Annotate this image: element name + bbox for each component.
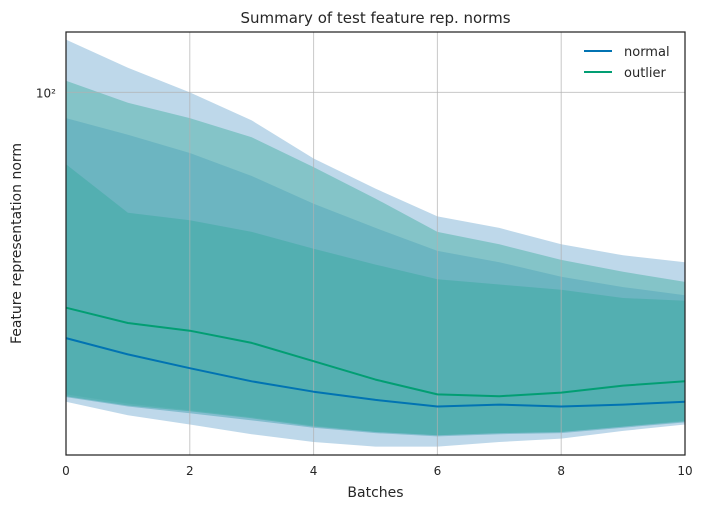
x-tick-label: 4 — [310, 464, 318, 478]
plot-area — [65, 31, 686, 456]
x-tick-label: 8 — [557, 464, 565, 478]
series-line-outlier — [65, 306, 686, 398]
x-axis-ticks: 0 2 4 6 8 10 — [62, 464, 692, 478]
grid — [66, 32, 685, 455]
x-axis-label: Batches — [347, 485, 403, 501]
plot-frame — [65, 31, 686, 456]
legend-label-outlier: outlier — [624, 66, 667, 81]
series-line-normal — [65, 337, 686, 408]
series-lines — [65, 306, 686, 408]
y-axis-ticks: 10² — [36, 86, 56, 100]
x-tick-label: 2 — [186, 464, 194, 478]
legend-label-normal: normal — [624, 45, 670, 60]
x-tick-label: 0 — [62, 464, 70, 478]
y-tick-label: 10² — [36, 86, 56, 100]
x-tick-label: 6 — [434, 464, 442, 478]
x-tick-label: 10 — [677, 464, 692, 478]
chart-title: Summary of test feature rep. norms — [240, 9, 510, 27]
y-axis-label: Feature representation norm — [9, 143, 25, 344]
legend: normal outlier — [584, 45, 670, 81]
band-inner-2 — [66, 164, 685, 436]
bands — [66, 39, 685, 447]
